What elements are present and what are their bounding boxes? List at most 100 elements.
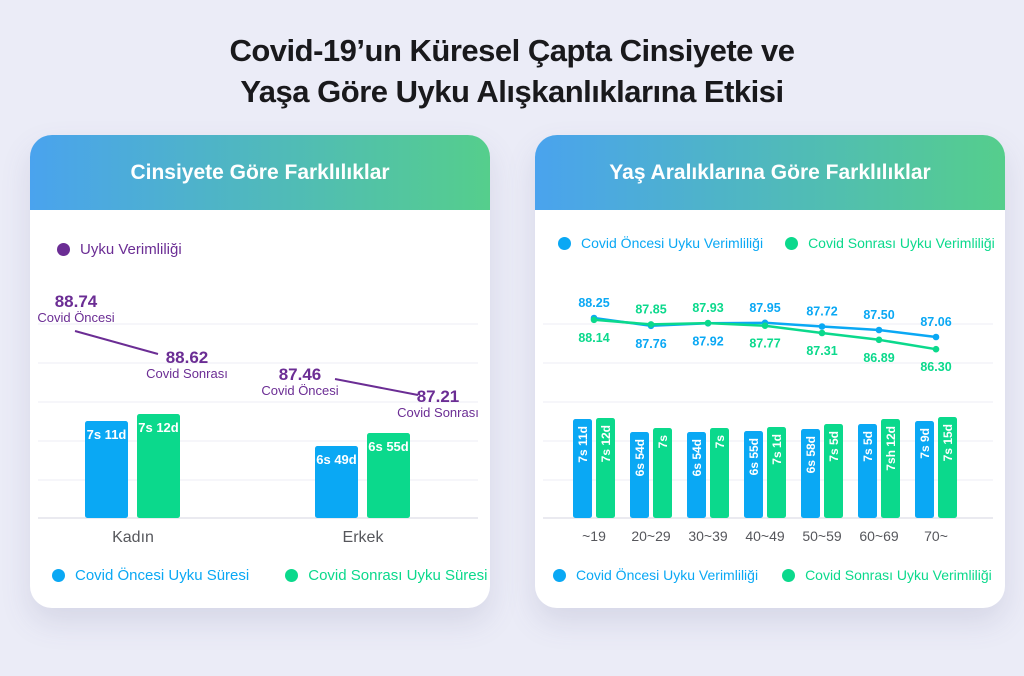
bar-value-label-rotated: 7s <box>656 435 670 449</box>
bar-green <box>767 427 786 518</box>
point-value-label: 87.50 <box>863 308 894 322</box>
bar-blue <box>630 432 649 518</box>
point-value-label: 87.06 <box>920 315 951 329</box>
category-label: 60~69 <box>859 528 899 544</box>
legend-label: Uyku Verimliliği <box>80 241 182 258</box>
bar-green <box>596 418 615 518</box>
data-point-green <box>704 319 712 327</box>
bar-value-label-rotated: 7s <box>713 435 727 449</box>
point-value-label: 87.77 <box>749 337 780 351</box>
category-label: 30~39 <box>688 528 728 544</box>
data-point-green <box>647 321 655 328</box>
bar-value-label-rotated: 7s 5d <box>861 431 875 462</box>
purple-dot-icon <box>57 243 70 256</box>
age-bottom-legend: Covid Öncesi Uyku Verimliliği Covid Sonr… <box>553 567 992 583</box>
legend-item-covid-sonrasi-verim-bottom: Covid Sonrası Uyku Verimliliği <box>782 567 992 583</box>
bar-green <box>137 414 180 518</box>
point-value-label: 86.89 <box>863 351 894 365</box>
bar-value-label-rotated: 7s 9d <box>918 428 932 459</box>
category-label: 50~59 <box>802 528 842 544</box>
bar-value-label-rotated: 7s 15d <box>941 424 955 461</box>
efficiency-caption: Covid Öncesi <box>37 310 114 325</box>
legend-item-efficiency: Uyku Verimliliği <box>57 241 182 258</box>
bar-blue <box>858 424 877 518</box>
point-value-label: 87.93 <box>692 301 723 315</box>
data-point-green <box>932 345 940 353</box>
bar-blue <box>315 446 358 518</box>
bar-value-label: 6s 55d <box>368 439 409 454</box>
blue-dot-icon <box>553 568 566 582</box>
green-dot-icon <box>285 569 299 582</box>
point-value-label: 87.92 <box>692 334 723 348</box>
green-dot-icon <box>782 568 796 582</box>
bar-value-label: 7s 11d <box>87 427 127 442</box>
category-label: 70~ <box>924 528 948 544</box>
point-value-label: 87.31 <box>806 344 837 358</box>
bar-value-label-rotated: 7s 5d <box>827 431 841 462</box>
green-dot-icon <box>785 236 799 250</box>
data-point-blue <box>875 326 883 334</box>
point-value-label: 87.95 <box>749 301 780 315</box>
category-label: Erkek <box>343 529 385 546</box>
legend-item-covid-oncesi-verim: Covid Öncesi Uyku Verimliliği <box>558 235 763 251</box>
bar-green <box>367 433 410 518</box>
category-label: 20~29 <box>631 528 671 544</box>
bar-value-label-rotated: 6s 58d <box>804 436 818 473</box>
bar-value-label: 6s 49d <box>316 452 357 467</box>
bar-value-label-rotated: 7s 1d <box>770 434 784 465</box>
data-point-green <box>875 336 883 344</box>
legend-label: Covid Öncesi Uyku Verimliliği <box>576 567 759 583</box>
legend-item-covid-oncesi-sure: Covid Öncesi Uyku Süresi <box>52 567 249 584</box>
bar-value-label-rotated: 7s 11d <box>576 426 590 463</box>
page-title-line2: Yaşa Göre Uyku Alışkanlıklarına Etkisi <box>240 74 784 109</box>
bar-blue <box>744 431 763 518</box>
category-label: 40~49 <box>745 528 785 544</box>
efficiency-caption: Covid Sonrası <box>397 405 479 420</box>
age-panel-header: Yaş Aralıklarına Göre Farklılıklar <box>535 135 1005 210</box>
legend-item-covid-sonrasi-verim: Covid Sonrası Uyku Verimliliği <box>785 235 995 251</box>
efficiency-value: 88.62 <box>166 348 209 367</box>
point-value-label: 88.25 <box>578 296 609 310</box>
blue-dot-icon <box>52 569 65 582</box>
legend-label: Covid Sonrası Uyku Verimliliği <box>808 235 995 251</box>
data-point-green <box>590 316 598 324</box>
bar-blue <box>915 421 934 518</box>
category-label: Kadın <box>112 529 154 546</box>
bar-green <box>710 428 729 518</box>
gender-panel-header: Cinsiyete Göre Farklılıklar <box>30 135 490 210</box>
bar-value-label-rotated: 6s 55d <box>747 438 761 475</box>
legend-label: Covid Öncesi Uyku Süresi <box>75 567 250 584</box>
bar-green <box>824 424 843 518</box>
bar-value-label: 7s 12d <box>138 420 179 435</box>
bar-blue <box>573 419 592 518</box>
age-chart: 7s 11d 6s 54d 6s 54d 6s 55d 6s 58d 7s 5d 7s 9d… <box>543 296 993 544</box>
annotation-connector <box>74 330 159 355</box>
legend-label: Covid Öncesi Uyku Verimliliği <box>581 235 764 251</box>
efficiency-caption: Covid Öncesi <box>261 383 338 398</box>
gender-efficiency-legend: Uyku Verimliliği <box>57 241 182 258</box>
point-value-label: 87.85 <box>635 302 666 316</box>
bar-green <box>653 428 672 518</box>
bar-blue <box>85 421 128 518</box>
data-point-green <box>818 329 826 337</box>
legend-label: Covid Sonrası Uyku Süresi <box>308 567 488 584</box>
page-title-line1: Covid-19’un Küresel Çapta Cinsiyete ve <box>229 33 795 68</box>
legend-item-covid-sonrasi-sure: Covid Sonrası Uyku Süresi <box>285 567 487 584</box>
bar-green <box>938 417 957 518</box>
efficiency-caption: Covid Sonrası <box>146 366 228 381</box>
point-value-label: 86.30 <box>920 360 951 374</box>
annotation-connector <box>334 378 419 396</box>
efficiency-value: 87.21 <box>417 387 460 406</box>
bar-blue <box>801 429 820 518</box>
point-value-label: 87.76 <box>635 337 666 351</box>
efficiency-value: 88.74 <box>55 292 98 311</box>
age-panel-card: Yaş Aralıklarına Göre Farklılıklar Covid… <box>535 135 1005 608</box>
point-value-label: 87.72 <box>806 304 837 318</box>
age-panel-header-label: Yaş Aralıklarına Göre Farklılıklar <box>609 160 931 184</box>
legend-item-covid-oncesi-verim-bottom: Covid Öncesi Uyku Verimliliği <box>553 567 758 583</box>
gender-panel-card: Cinsiyete Göre Farklılıklar Uyku Verimli… <box>30 135 490 608</box>
point-value-label: 88.14 <box>578 331 609 345</box>
gender-bottom-legend: Covid Öncesi Uyku Süresi Covid Sonrası U… <box>52 567 487 584</box>
